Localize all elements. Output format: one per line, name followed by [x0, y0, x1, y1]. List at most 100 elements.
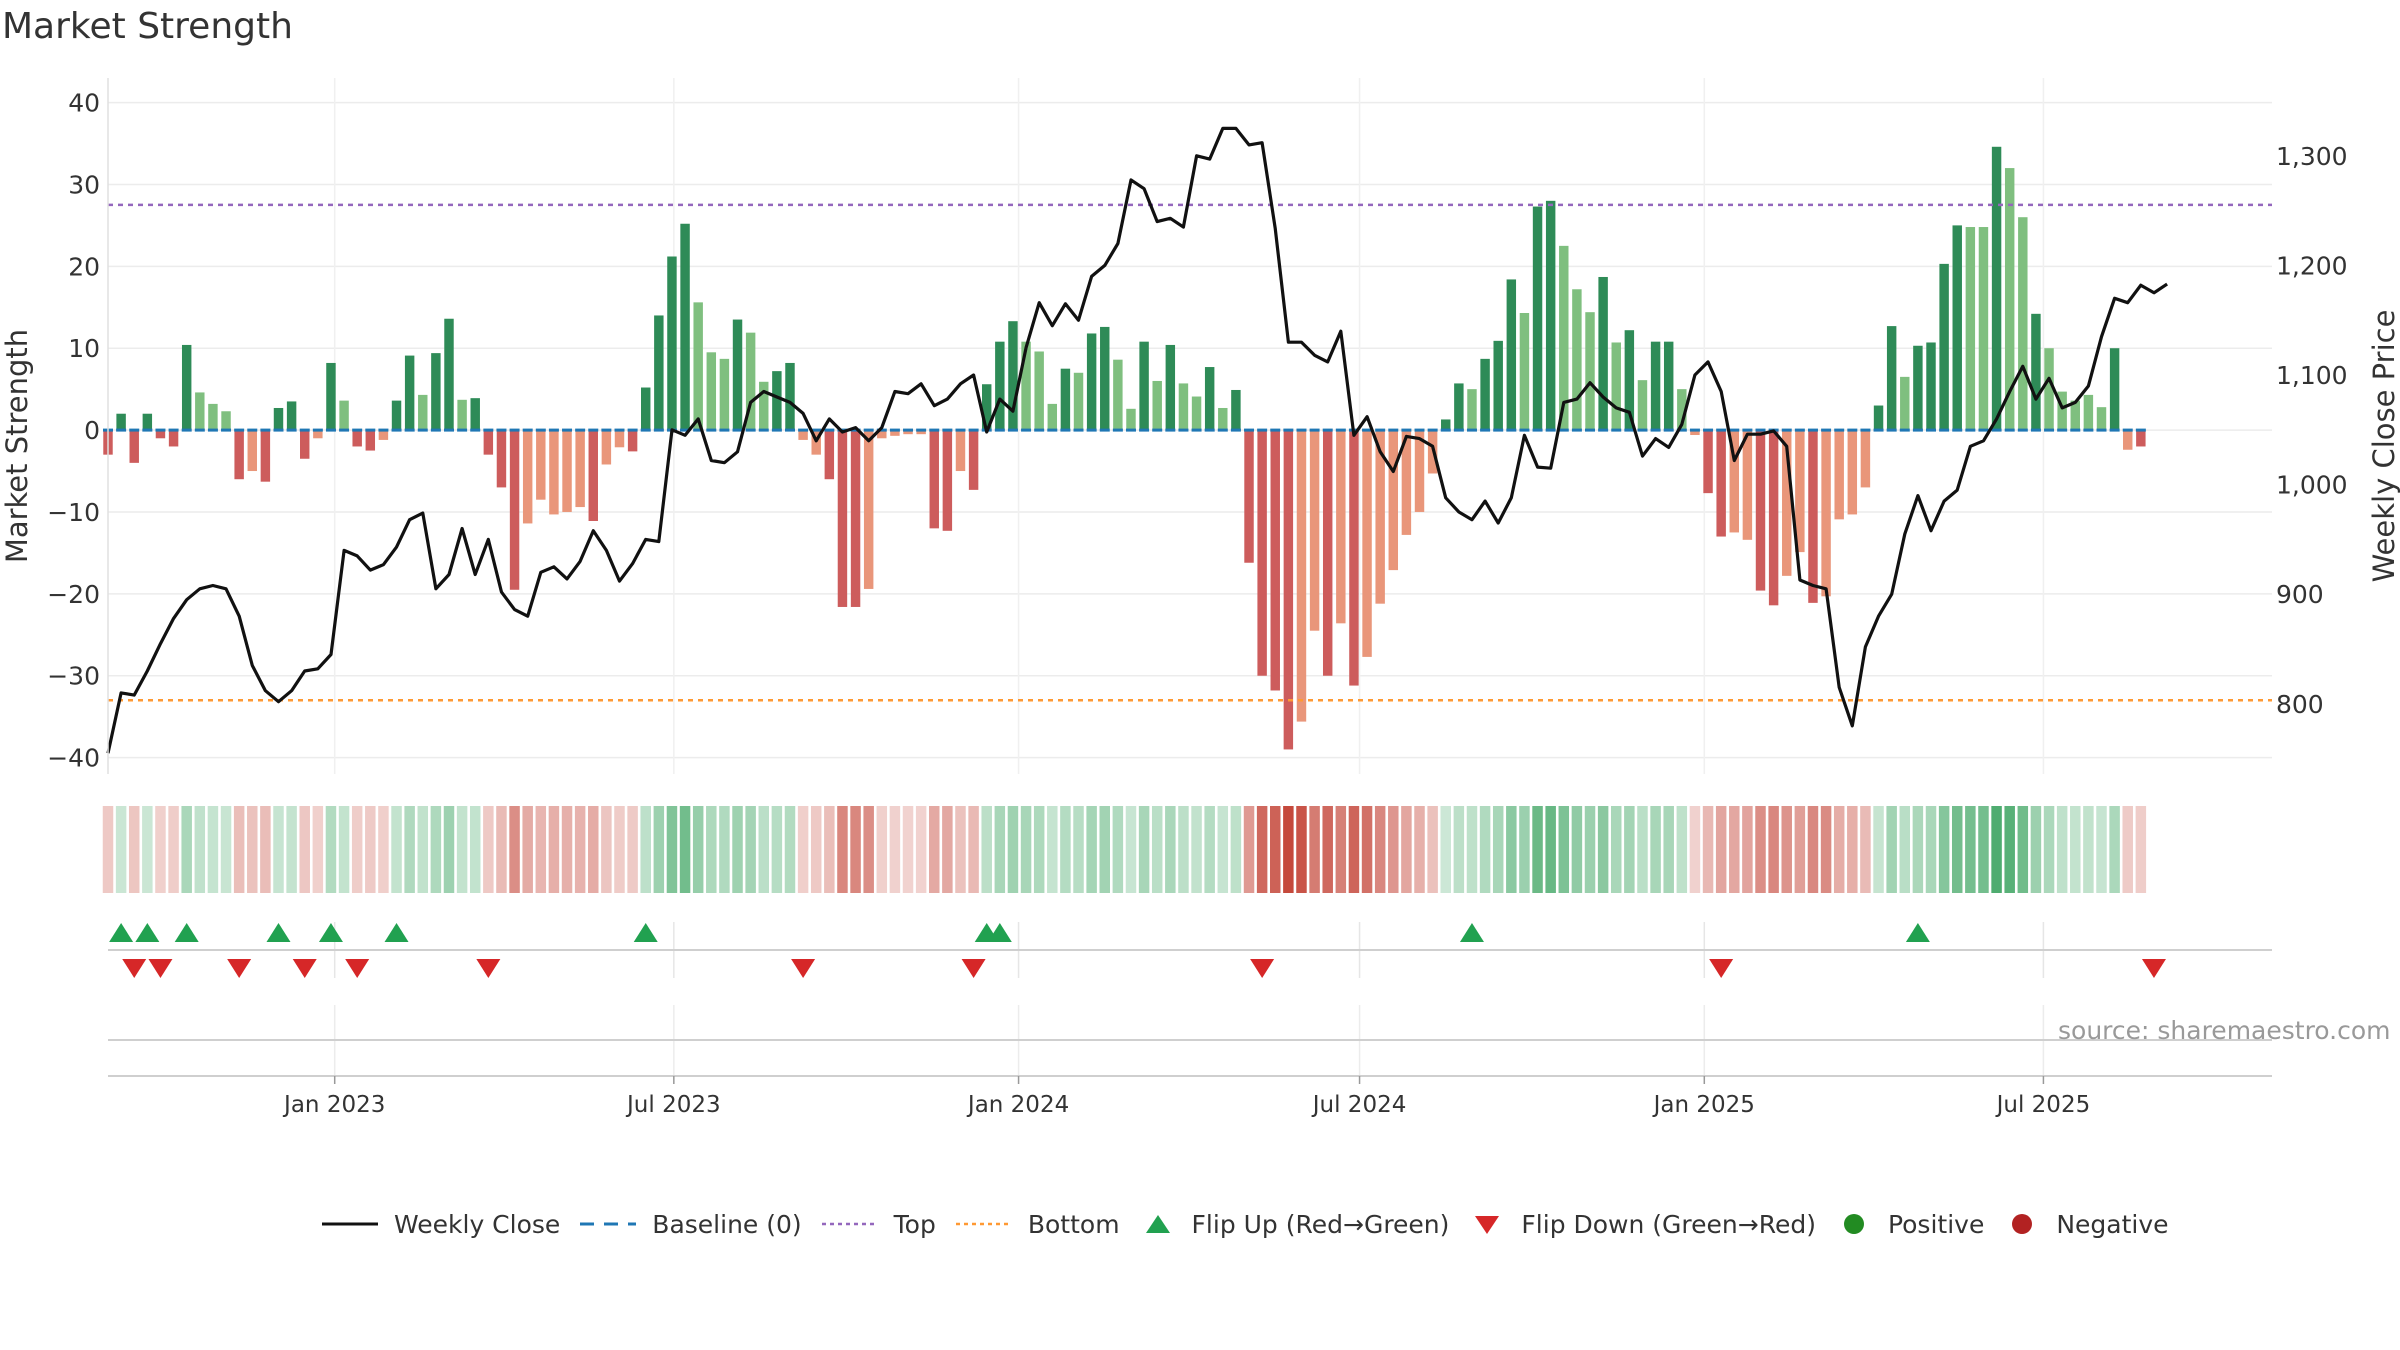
- heat-cell: [1060, 806, 1071, 893]
- heat-cell: [574, 806, 586, 893]
- strength-bar: [260, 430, 271, 482]
- flip-down-marker: [292, 959, 317, 978]
- strength-bar: [1519, 313, 1530, 431]
- heat-cell: [2043, 806, 2055, 893]
- heat-cell: [1204, 806, 1215, 893]
- strength-bar: [1677, 389, 1687, 431]
- strength-bar: [1296, 430, 1307, 722]
- strength-bar: [142, 413, 153, 431]
- heat-cell: [194, 806, 206, 893]
- strength-bar: [1244, 430, 1254, 563]
- heat-cell: [1807, 806, 1819, 893]
- strength-bar: [155, 430, 166, 439]
- heat-cell: [404, 806, 415, 893]
- strength-bar: [654, 315, 664, 431]
- heat-cell: [1899, 806, 1911, 893]
- heat-cell: [1492, 806, 1504, 893]
- strength-bar: [234, 430, 244, 480]
- flip-up-marker: [318, 923, 343, 942]
- flip-down-marker: [1250, 959, 1275, 978]
- heat-cell: [1781, 806, 1792, 893]
- heat-cell: [1217, 806, 1229, 893]
- heat-cell: [128, 806, 140, 893]
- heat-cell: [2083, 806, 2094, 893]
- heat-cell: [2122, 806, 2133, 893]
- strength-bar: [470, 398, 480, 431]
- strength-bar: [247, 430, 257, 472]
- heat-cell: [561, 806, 573, 893]
- strength-bar: [116, 413, 126, 431]
- heat-cell: [1348, 806, 1360, 893]
- strength-bar: [391, 400, 402, 431]
- strength-bar: [1270, 430, 1280, 691]
- heat-cell: [469, 806, 481, 893]
- strength-bar: [418, 394, 428, 431]
- legend-item-flip-down: Flip Down (Green→Red): [1467, 1210, 1816, 1239]
- strength-bar: [168, 430, 179, 447]
- heat-cell: [1388, 806, 1399, 893]
- strength-bar: [785, 362, 795, 431]
- heat-cell: [1833, 806, 1845, 893]
- strength-bar: [1454, 383, 1464, 431]
- heat-cell: [1847, 806, 1858, 893]
- strength-bar: [1139, 341, 1149, 431]
- strength-bar: [1021, 341, 1031, 431]
- y-tick-label: −30: [47, 662, 100, 691]
- strength-bar: [1008, 321, 1018, 431]
- heat-cell: [509, 806, 520, 893]
- strength-bar: [221, 411, 231, 431]
- strength-bar: [667, 256, 677, 431]
- heat-cell: [1099, 806, 1110, 893]
- heat-cell: [233, 806, 245, 893]
- heat-cell: [338, 806, 350, 893]
- axes: 40 30 20 10 0 −10 −20 −30 −40 1,300 1,200 1,100 1,00…: [0, 78, 2400, 1118]
- strength-bar: [562, 430, 572, 512]
- chart-legend: Weekly Close Baseline (0) Top Bottom Fli…: [320, 1206, 2187, 1242]
- strength-bar: [1034, 351, 1044, 431]
- flip-up-marker: [266, 923, 291, 942]
- heat-cell: [247, 806, 258, 893]
- strength-bar: [2096, 407, 2107, 431]
- flip-down-marker: [122, 959, 147, 978]
- strength-bar: [1165, 344, 1176, 431]
- heat-cell: [2004, 806, 2015, 893]
- strength-bar: [1047, 403, 1058, 431]
- flip-down-marker: [476, 959, 501, 978]
- y2-tick-label: 900: [2276, 580, 2324, 609]
- strength-bar: [627, 430, 638, 452]
- heat-cell: [1519, 806, 1530, 893]
- strength-bar: [1545, 200, 1556, 431]
- legend-bottom-swatch: [955, 1222, 1012, 1226]
- heat-cell: [1151, 806, 1163, 893]
- legend-baseline-label: Baseline (0): [652, 1209, 802, 1239]
- strength-bar: [2004, 168, 2015, 431]
- heat-cell: [1991, 806, 2002, 893]
- strength-bar: [929, 430, 939, 529]
- heat-cell: [968, 806, 979, 893]
- strength-bar: [798, 430, 808, 440]
- strength-bar: [942, 430, 953, 531]
- strength-bar: [916, 430, 926, 435]
- strength-bar: [2044, 348, 2054, 431]
- strength-bar: [1532, 206, 1543, 431]
- strength-bar: [326, 362, 336, 431]
- heat-cell: [1938, 806, 1950, 893]
- heat-cell: [588, 806, 599, 893]
- strength-bar: [1755, 430, 1766, 591]
- heat-cell: [1650, 806, 1661, 893]
- heat-cell: [732, 806, 743, 893]
- heat-cell: [745, 806, 756, 893]
- heat-cell: [1558, 806, 1570, 893]
- flip-up-marker: [633, 923, 658, 942]
- heat-cell: [1912, 806, 1924, 893]
- y2-tick-label: 1,000: [2276, 471, 2348, 500]
- heat-cell: [1466, 806, 1478, 893]
- strength-bar: [1231, 389, 1241, 431]
- heat-cell: [260, 806, 271, 893]
- heat-cell: [1007, 806, 1019, 893]
- strength-bar: [1126, 408, 1136, 431]
- heat-cell: [1755, 806, 1766, 893]
- heat-cell: [1571, 806, 1583, 893]
- heat-cell: [168, 806, 179, 893]
- strength-bar: [2109, 348, 2120, 431]
